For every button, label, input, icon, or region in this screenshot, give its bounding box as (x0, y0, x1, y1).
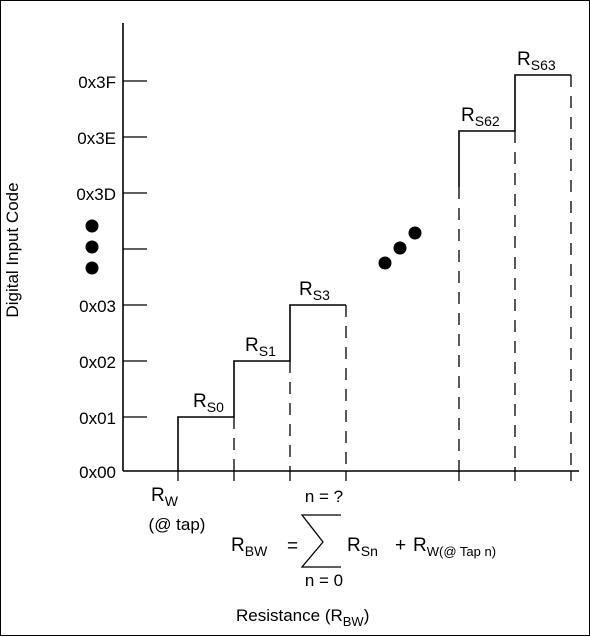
y-tick-label-0x03: 0x03 (79, 297, 116, 316)
vertical-ellipsis-dot-3 (85, 261, 99, 275)
y-tick-label-0x01: 0x01 (79, 409, 116, 428)
staircase-lower (177, 304, 346, 471)
y-tick-label-0x00: 0x00 (79, 463, 116, 482)
rw-tap-note: (@ tap) (149, 515, 206, 534)
sum-lower-limit: n = 0 (305, 571, 343, 590)
y-axis-title: Digital Input Code (3, 182, 22, 317)
y-tick-label-0x3D: 0x3D (76, 185, 116, 204)
diagonal-ellipsis-dot-2 (393, 241, 407, 255)
step-label-rs1: RS1 (245, 335, 276, 359)
y-tick-label-0x3E: 0x3E (77, 129, 116, 148)
formula-equals: = (287, 536, 298, 557)
vertical-ellipsis-dot-2 (85, 240, 99, 254)
y-tick-label-0x02: 0x02 (79, 353, 116, 372)
step-label-rs3: RS3 (299, 279, 330, 303)
vertical-ellipsis-dot-1 (85, 219, 99, 233)
sum-upper-limit: n = ? (305, 487, 343, 506)
diagonal-ellipsis-dot-3 (408, 226, 422, 240)
diagonal-ellipsis-dot-1 (378, 256, 392, 270)
y-tick-label-0x3F: 0x3F (78, 73, 116, 92)
rw-label: RW (151, 485, 179, 509)
formula-rw-tap-n: RW(@ Tap n) (413, 535, 496, 559)
formula-rsn: RSn (347, 535, 378, 559)
summation-sigma (300, 514, 341, 568)
step-label-rs63: RS63 (517, 49, 556, 73)
formula-plus: + (395, 535, 406, 556)
x-axis-title: Resistance (RBW) (236, 606, 369, 629)
step-label-rs0: RS0 (193, 391, 224, 415)
step-label-rs62: RS62 (461, 105, 500, 129)
formula-rbw: RBW (231, 535, 268, 559)
